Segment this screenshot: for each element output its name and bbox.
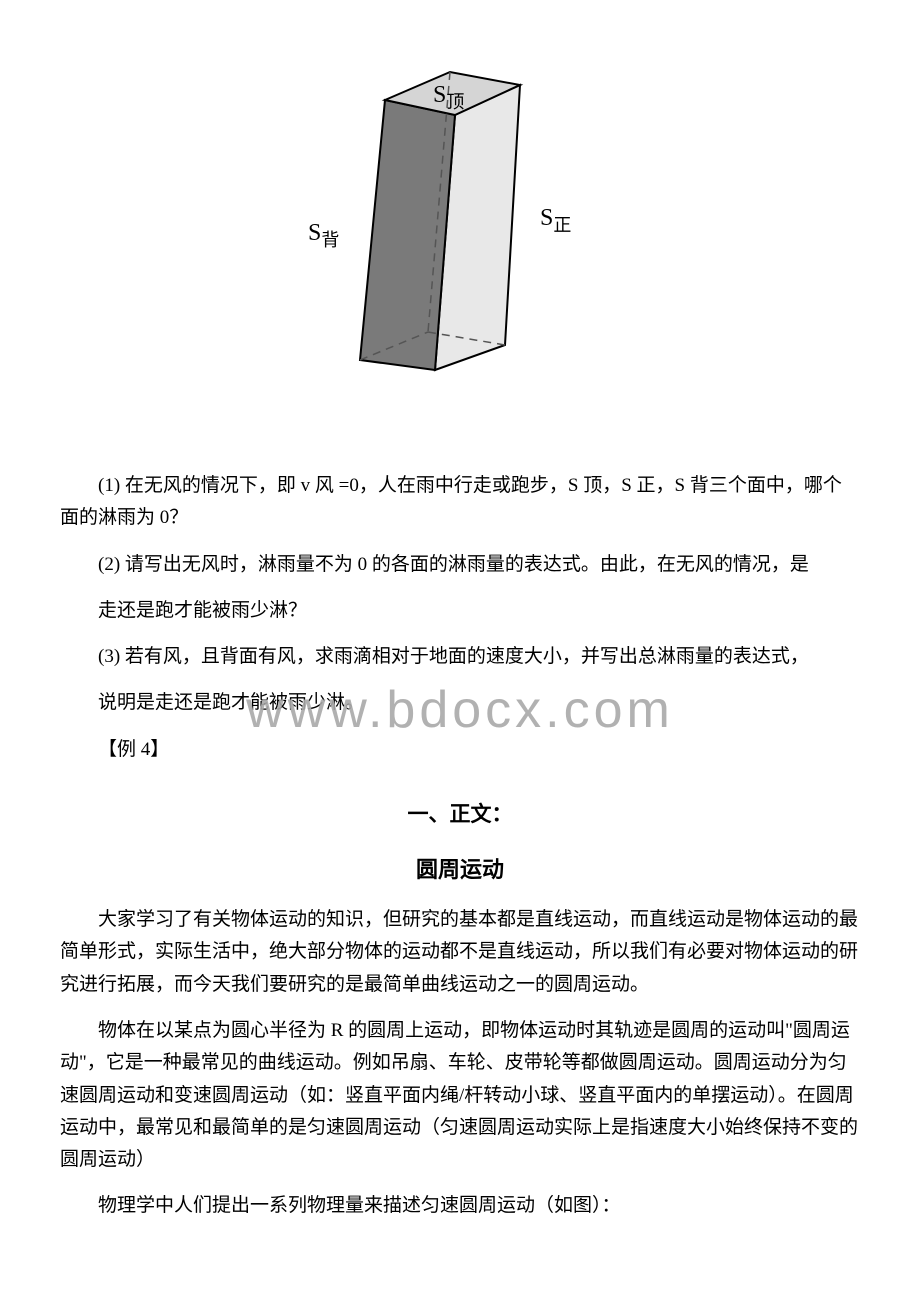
question-3-line1: (3) 若有风，且背面有风，求雨滴相对于地面的速度大小，并写出总淋雨量的表达式， (60, 641, 860, 673)
label-front: S正 (540, 205, 571, 235)
question-2-line2: 走还是跑才能被雨少淋？ (60, 595, 860, 627)
body-paragraph-3: 物理学中人们提出一系列物理量来描述匀速圆周运动（如图）： (60, 1190, 860, 1222)
example-4-label: 【例 4】 (60, 734, 860, 766)
body-paragraph-1: 大家学习了有关物体运动的知识，但研究的基本都是直线运动，而直线运动是物体运动的最… (60, 904, 860, 1001)
label-back: S背 (308, 220, 339, 250)
question-2-line1: (2) 请写出无风时，淋雨量不为 0 的各面的淋雨量的表达式。由此，在无风的情况… (60, 549, 860, 581)
topic-heading: 圆周运动 (60, 852, 860, 884)
prism-diagram: S顶 S背 S正 (300, 60, 620, 440)
body-paragraph-2: 物体在以某点为圆心半径为 R 的圆周上运动，即物体运动时其轨迹是圆周的运动叫"圆… (60, 1015, 860, 1176)
diagram-container: S顶 S背 S正 (60, 60, 860, 440)
section-heading: 一、正文： (60, 798, 860, 828)
question-3-line2: 说明是走还是跑才能被雨少淋。 (60, 687, 860, 719)
question-1: (1) 在无风的情况下，即 v 风 =0，人在雨中行走或跑步，S 顶，S 正，S… (60, 470, 860, 535)
